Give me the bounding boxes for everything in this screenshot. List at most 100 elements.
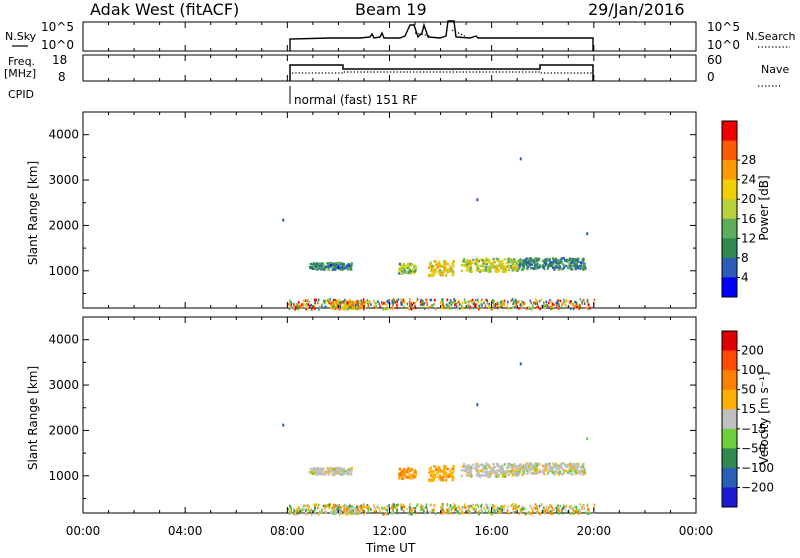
radar-echo <box>349 472 352 476</box>
radar-echo <box>525 261 529 264</box>
radar-echo <box>511 503 514 506</box>
radar-echo <box>491 300 493 303</box>
radar-echo <box>358 511 361 514</box>
radar-echo <box>333 467 336 470</box>
radar-echo <box>463 462 466 466</box>
radar-echo <box>407 270 410 273</box>
radar-echo <box>308 509 311 513</box>
radar-echo <box>446 510 449 514</box>
nave-line <box>292 71 592 74</box>
radar-echo <box>293 306 295 310</box>
radar-echo <box>502 267 505 271</box>
radar-echo <box>555 466 558 469</box>
radar-echo <box>579 298 582 301</box>
radar-echo <box>410 305 412 309</box>
radar-echo <box>315 468 319 472</box>
radar-echo <box>363 300 366 304</box>
radar-echo <box>477 267 480 270</box>
radar-echo <box>437 466 440 470</box>
radar-echo <box>320 303 323 307</box>
radar-echo <box>573 464 576 468</box>
radar-echo <box>575 301 578 305</box>
radar-echo <box>322 472 325 476</box>
radar-echo <box>424 512 426 515</box>
radar-echo <box>583 263 586 266</box>
radar-echo <box>346 267 350 270</box>
radar-echo <box>328 298 331 302</box>
radar-echo <box>311 472 314 476</box>
radar-echo <box>450 508 453 512</box>
radar-echo <box>551 508 554 511</box>
radar-echo <box>500 266 503 270</box>
radar-echo <box>434 475 437 479</box>
radar-echo <box>337 470 340 474</box>
radar-echo <box>381 302 383 305</box>
radar-echo <box>485 258 488 262</box>
radar-echo <box>486 299 488 302</box>
radar-echo <box>448 305 450 308</box>
radar-echo <box>409 503 411 506</box>
radar-echo <box>404 271 407 274</box>
radar-echo <box>550 307 553 310</box>
radar-echo <box>443 464 447 468</box>
radar-echo <box>461 507 464 510</box>
radar-echo <box>446 503 449 507</box>
radar-echo <box>375 507 377 510</box>
radar-echo <box>528 511 530 514</box>
radar-echo <box>553 466 556 469</box>
radar-echo <box>363 303 366 306</box>
radar-echo <box>447 512 449 516</box>
radar-echo <box>453 300 455 304</box>
radar-echo <box>325 300 328 303</box>
radar-echo <box>449 265 452 268</box>
radar-echo <box>307 508 310 512</box>
radar-echo <box>334 508 337 511</box>
radar-echo <box>289 299 291 303</box>
radar-echo <box>524 467 528 471</box>
radar-echo <box>366 504 369 507</box>
radar-echo <box>439 263 442 266</box>
radar-echo <box>562 471 566 475</box>
radar-echo <box>503 303 506 306</box>
radar-echo <box>495 257 498 261</box>
radar-echo <box>578 307 580 311</box>
radar-echo <box>588 306 591 310</box>
radar-echo <box>498 261 501 265</box>
radar-echo <box>421 506 423 510</box>
radar-echo <box>469 305 471 309</box>
radar-echo <box>517 300 519 304</box>
radar-echo <box>507 258 510 262</box>
radar-echo <box>430 298 433 302</box>
radar-echo <box>367 300 369 304</box>
radar-echo <box>529 261 532 264</box>
radar-echo <box>528 260 531 263</box>
radar-echo <box>454 504 456 508</box>
radar-echo <box>551 303 554 306</box>
radar-echo <box>403 474 406 478</box>
radar-echo <box>531 266 534 270</box>
time-tick-label: 04:00 <box>168 524 203 538</box>
radar-echo <box>557 268 560 271</box>
radar-echo <box>411 268 414 271</box>
radar-echo <box>551 467 555 470</box>
radar-echo <box>421 301 423 305</box>
radar-echo <box>575 259 579 262</box>
radar-echo <box>467 467 470 471</box>
radar-echo <box>519 157 522 161</box>
radar-echo <box>478 475 482 479</box>
freq-tick-bottom: 8 <box>58 70 66 84</box>
radar-echo <box>430 503 433 507</box>
nsearch-tick-top: 10^5 <box>707 20 740 34</box>
radar-echo <box>313 298 316 302</box>
radar-echo <box>530 463 533 467</box>
radar-echo <box>522 303 525 307</box>
radar-echo <box>442 270 445 274</box>
radar-echo <box>507 257 510 261</box>
radar-echo <box>463 298 466 301</box>
radar-echo <box>444 467 447 470</box>
radar-echo <box>503 504 506 508</box>
radar-echo <box>534 258 537 261</box>
radar-echo <box>363 512 365 516</box>
radar-echo <box>474 305 477 309</box>
radar-echo <box>320 266 323 270</box>
